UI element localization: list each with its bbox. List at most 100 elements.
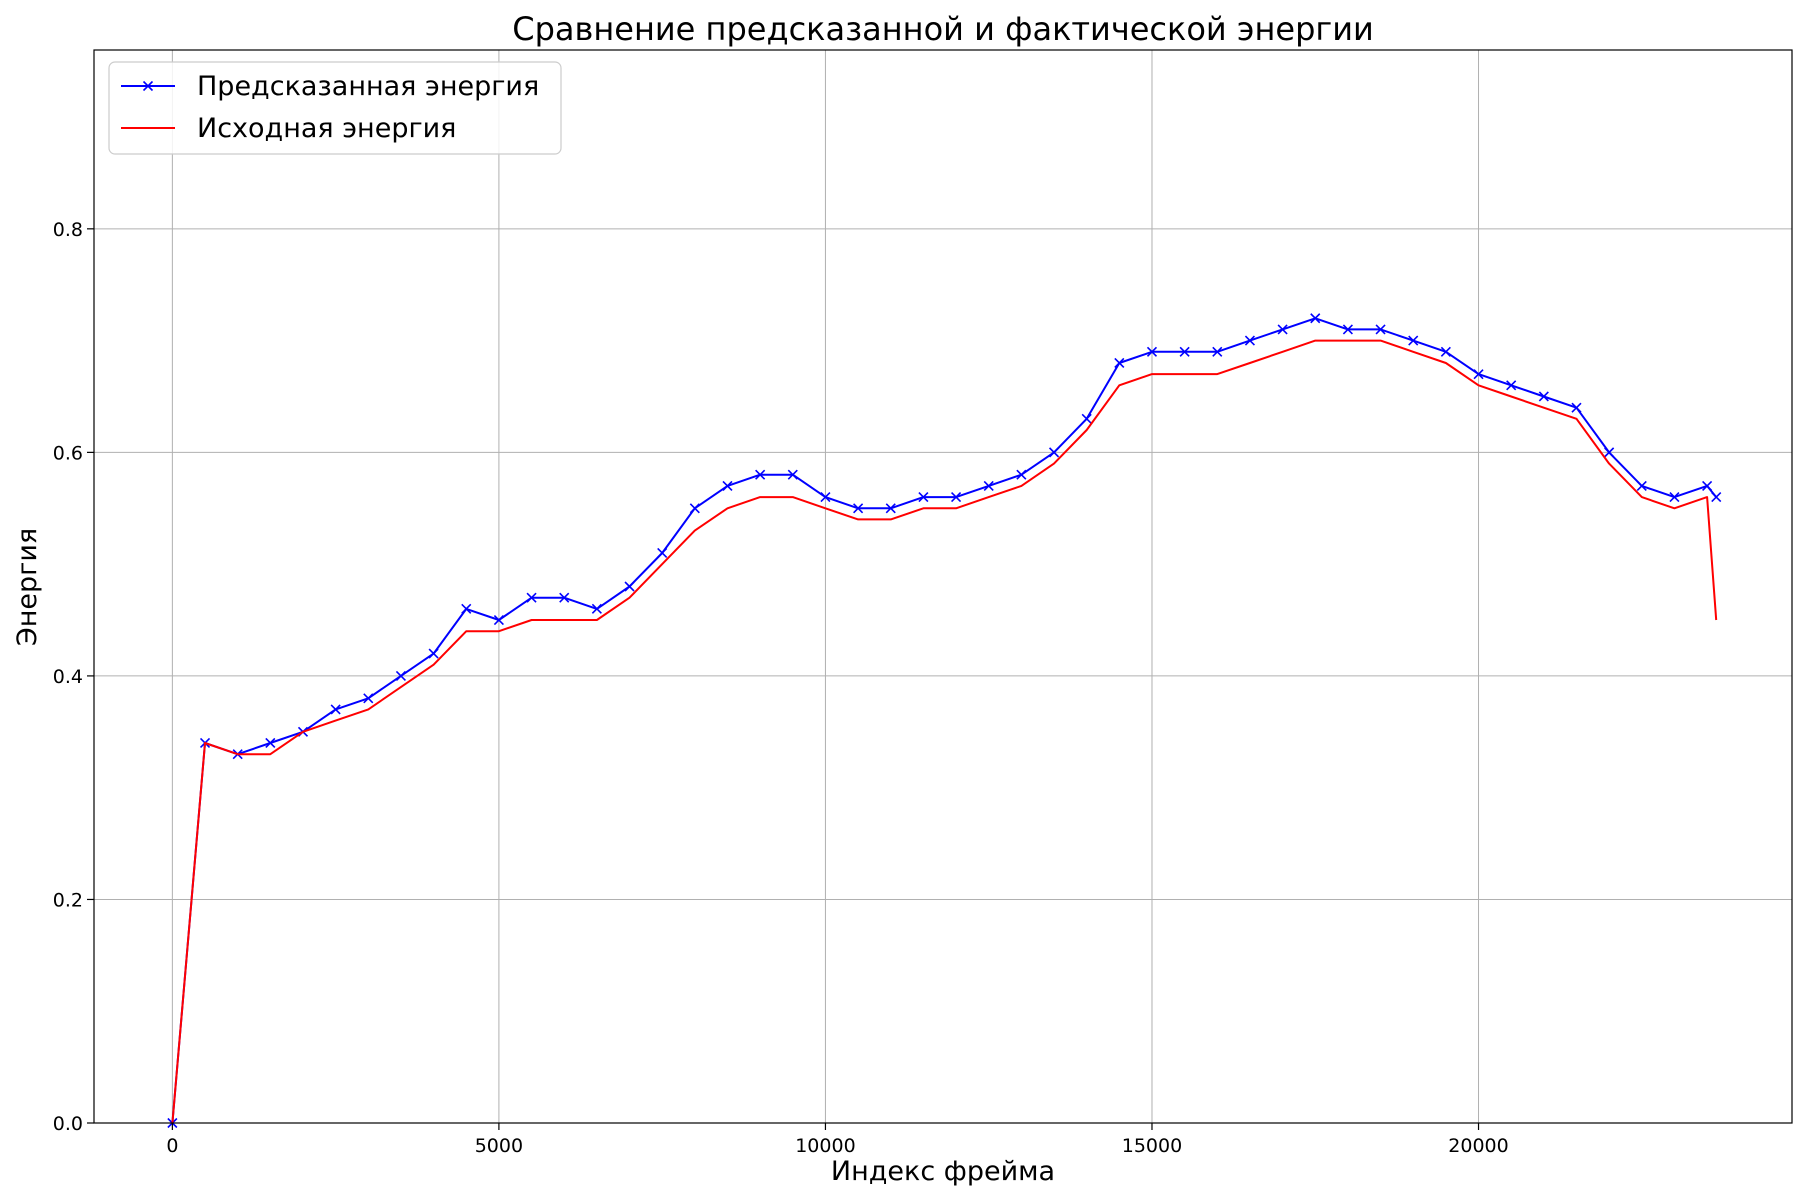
series-line-1 xyxy=(171,339,1718,1124)
data-point-stroke xyxy=(265,737,276,749)
data-point xyxy=(1081,413,1092,424)
data-point-stroke xyxy=(493,614,504,626)
data-point-stroke xyxy=(1081,413,1092,424)
legend: Предсказанная энергия Исходная энергия xyxy=(108,61,562,155)
legend-item-predicted: Предсказанная энергия xyxy=(121,71,539,102)
ticks: 0 5000 10000 15000 20000 0.0 0.2 0.4 0.6 0.8 xyxy=(53,219,1509,1157)
x-tick-label: 0 xyxy=(166,1135,178,1157)
legend-item-original: Исходная энергия xyxy=(121,113,456,144)
data-point-stroke xyxy=(1604,447,1615,458)
data-point xyxy=(853,503,864,514)
data-point-stroke xyxy=(1538,391,1549,402)
y-tick-label: 0.6 xyxy=(53,442,83,464)
data-point-stroke xyxy=(689,503,700,514)
data-point xyxy=(983,480,994,491)
data-point-stroke xyxy=(1408,335,1419,346)
data-point xyxy=(1506,380,1517,391)
data-point-stroke xyxy=(461,603,472,614)
data-point xyxy=(559,592,570,603)
data-point xyxy=(657,547,668,559)
data-point-stroke xyxy=(853,503,864,514)
data-point xyxy=(1016,469,1027,480)
x-tick-label: 10000 xyxy=(795,1135,855,1157)
y-axis-title: Энергия xyxy=(12,528,43,646)
x-tick-label: 15000 xyxy=(1122,1135,1182,1157)
data-point xyxy=(1375,324,1386,335)
y-tick-label: 0.4 xyxy=(53,666,83,688)
data-point-stroke xyxy=(1571,402,1582,413)
data-point xyxy=(395,670,407,681)
data-point xyxy=(265,737,276,749)
data-point-stroke xyxy=(1179,346,1190,357)
data-point xyxy=(461,603,472,614)
y-tick-label: 0.0 xyxy=(53,1113,83,1135)
legend-marker-predicted xyxy=(142,80,154,92)
data-point xyxy=(1146,346,1158,357)
data-point xyxy=(1179,346,1190,357)
legend-label-original: Исходная энергия xyxy=(197,113,456,144)
plot-frame xyxy=(93,49,1793,1124)
data-point xyxy=(885,503,896,514)
data-point-stroke xyxy=(1669,492,1680,503)
data-point xyxy=(820,492,831,503)
data-point-stroke xyxy=(722,480,733,491)
legend-marker-stroke xyxy=(142,80,154,92)
data-point xyxy=(624,581,635,592)
data-point-stroke xyxy=(591,603,602,614)
data-point xyxy=(1440,346,1451,357)
data-point-stroke xyxy=(1277,324,1288,335)
data-point-stroke xyxy=(624,581,635,592)
data-point xyxy=(1244,335,1256,346)
legend-box xyxy=(108,61,562,155)
data-point-stroke xyxy=(885,503,896,514)
y-tick-label: 0.8 xyxy=(53,219,83,241)
data-point-stroke xyxy=(1473,369,1484,380)
legend-label-predicted: Предсказанная энергия xyxy=(197,71,539,102)
data-point-stroke xyxy=(1375,324,1386,335)
data-point xyxy=(1571,402,1582,413)
data-point-stroke xyxy=(1636,480,1647,491)
data-point-stroke xyxy=(1016,469,1027,480)
data-point xyxy=(1277,324,1288,335)
data-point xyxy=(1114,357,1125,369)
data-point xyxy=(526,592,537,603)
data-point xyxy=(1212,346,1223,357)
data-point xyxy=(689,503,700,514)
data-point xyxy=(1048,447,1060,458)
data-point-stroke xyxy=(428,648,439,659)
y-tick-label: 0.2 xyxy=(53,889,83,911)
data-point-stroke xyxy=(1048,447,1060,458)
data-point-stroke xyxy=(1310,313,1321,324)
data-point xyxy=(787,469,798,480)
data-point xyxy=(330,704,341,715)
data-point xyxy=(950,492,962,503)
data-point-stroke xyxy=(1244,335,1256,346)
data-point-stroke xyxy=(755,469,766,480)
data-point xyxy=(1538,391,1549,402)
data-point-stroke xyxy=(657,547,668,559)
data-point xyxy=(428,648,439,659)
data-point xyxy=(363,693,374,704)
data-point xyxy=(755,469,766,480)
data-point-stroke xyxy=(1342,324,1353,335)
data-point-stroke xyxy=(330,704,341,715)
data-point xyxy=(1342,324,1353,335)
data-point xyxy=(722,480,733,491)
data-point-stroke xyxy=(395,670,407,681)
data-point-stroke xyxy=(363,693,374,704)
data-point-stroke xyxy=(526,592,537,603)
data-point-stroke xyxy=(983,480,994,491)
data-point-stroke xyxy=(950,492,962,503)
data-point xyxy=(1604,447,1615,458)
x-axis-title: Индекс фрейма xyxy=(831,1156,1055,1187)
chart-title: Сравнение предсказанной и фактической эн… xyxy=(512,10,1374,48)
data-point xyxy=(1310,313,1321,324)
data-point xyxy=(1711,492,1722,503)
data-point-stroke xyxy=(1212,346,1223,357)
x-tick-label: 5000 xyxy=(475,1135,523,1157)
data-point xyxy=(918,492,929,503)
data-point-stroke xyxy=(820,492,831,503)
data-point xyxy=(493,614,504,626)
